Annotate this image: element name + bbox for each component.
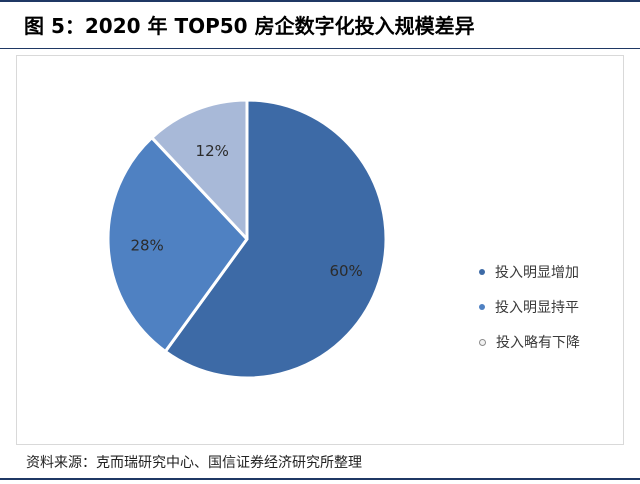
- chart-legend: 投入明显增加 投入明显持平 投入略有下降: [479, 262, 580, 367]
- legend-item-increase: 投入明显增加: [479, 262, 580, 282]
- legend-item-flat: 投入明显持平: [479, 297, 580, 317]
- legend-item-decrease: 投入略有下降: [479, 332, 580, 352]
- slice-label-decrease: 12%: [196, 142, 229, 160]
- pie-slice-increase: [163, 98, 388, 380]
- pie-chart: 60% 28% 12%: [106, 98, 388, 380]
- legend-label: 投入明显持平: [495, 300, 579, 316]
- chart-frame: 60% 28% 12% 投入明显增加 投入明显持平 投入略有下降: [16, 55, 624, 445]
- title-divider: [0, 48, 640, 49]
- source-note: 资料来源：克而瑞研究中心、国信证券经济研究所整理: [26, 455, 362, 471]
- legend-marker-icon: [479, 338, 486, 346]
- legend-label: 投入明显增加: [495, 265, 579, 281]
- slice-label-increase: 60%: [329, 262, 362, 280]
- pie-slice-decrease: [150, 98, 249, 241]
- chart-title: 图 5：2020 年 TOP50 房企数字化投入规模差异: [24, 14, 475, 38]
- legend-marker-icon: [479, 269, 485, 275]
- bottom-divider: [0, 478, 640, 480]
- legend-label: 投入略有下降: [496, 335, 580, 351]
- title-bar: 图 5：2020 年 TOP50 房企数字化投入规模差异: [0, 0, 640, 46]
- pie-slice-flat: [106, 136, 249, 353]
- legend-marker-icon: [479, 304, 485, 310]
- slice-label-flat: 28%: [130, 236, 163, 254]
